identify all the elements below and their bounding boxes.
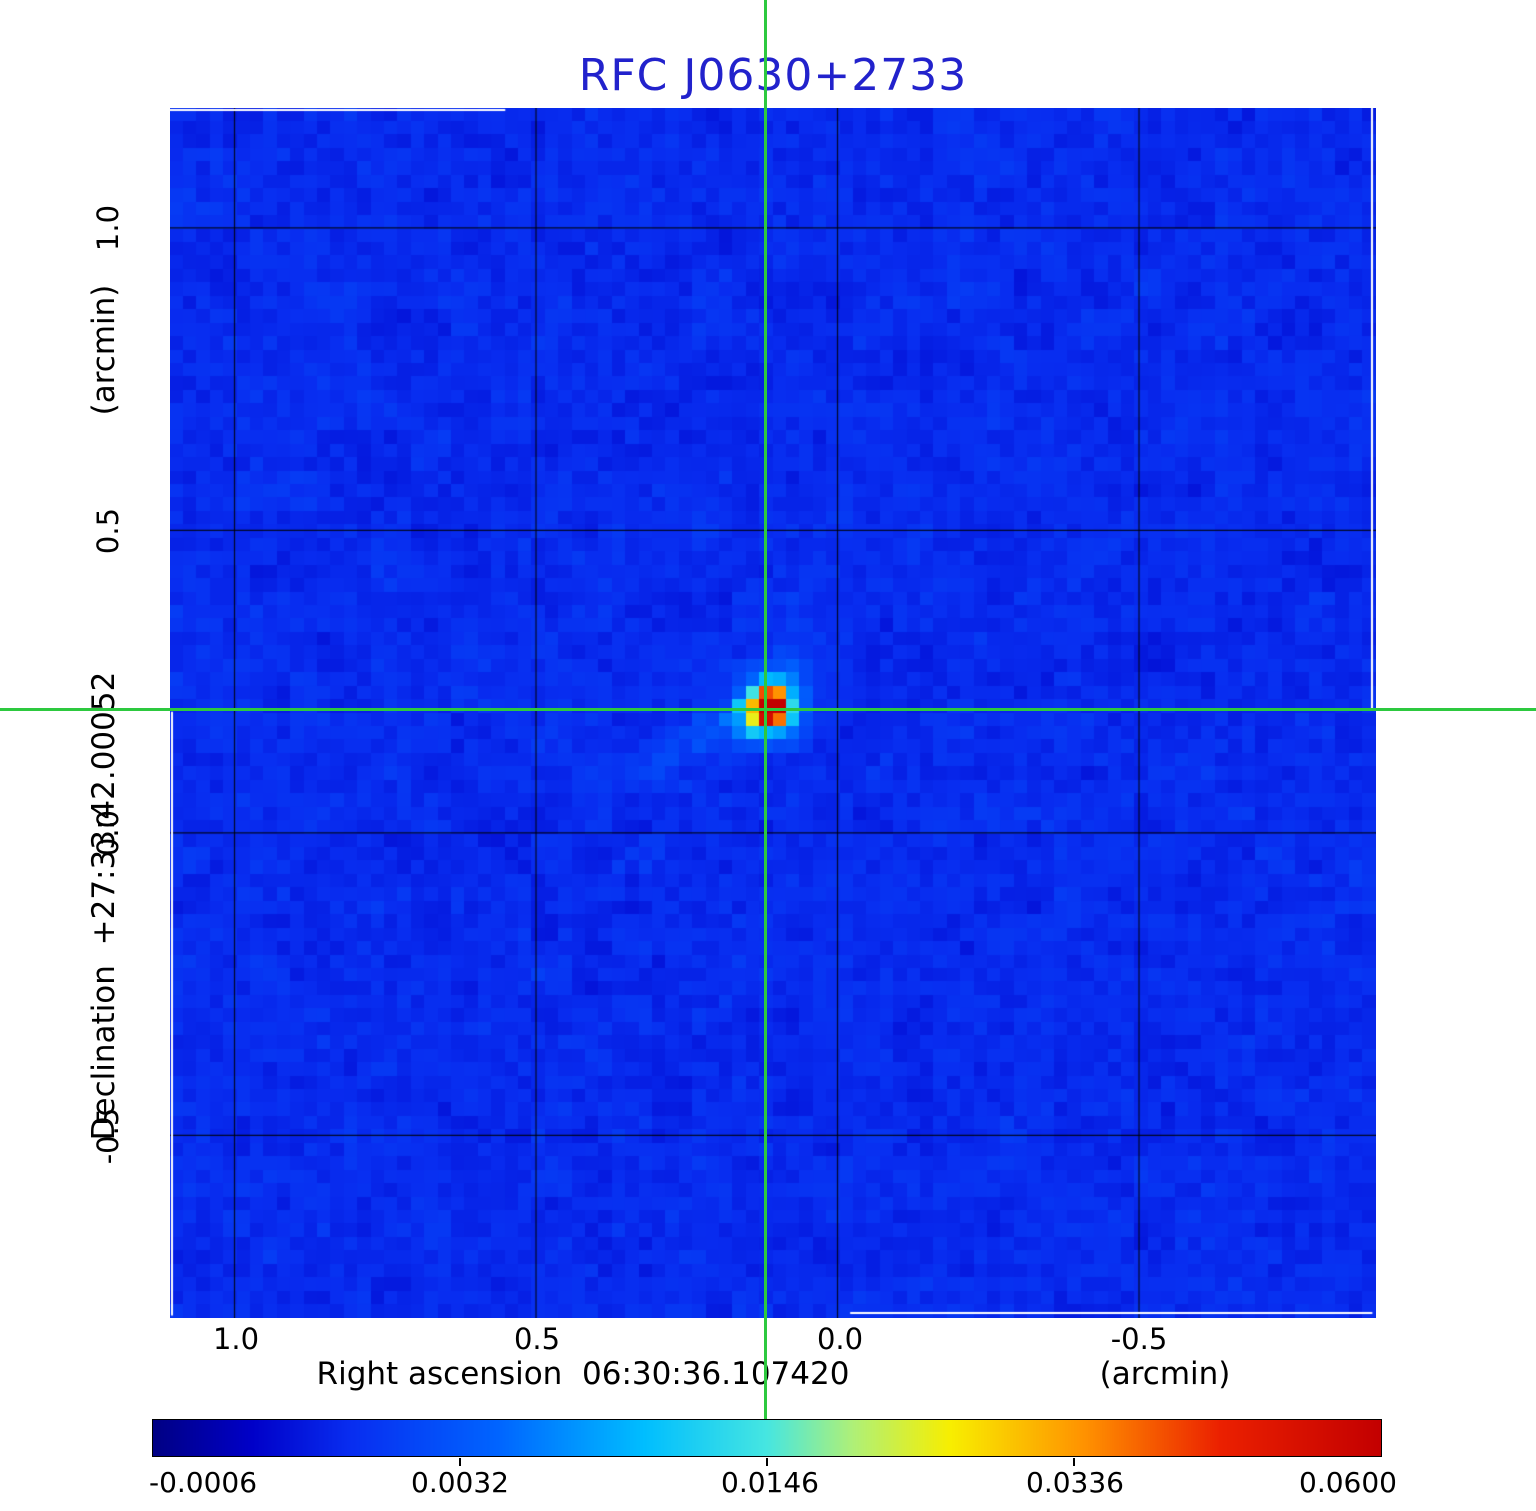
colorbar-tick (459, 1458, 461, 1466)
y-tick-label: 1.0 (91, 204, 125, 252)
x-axis-title: Right ascension 06:30:36.107420 (316, 1356, 850, 1392)
y-axis-title: Declination +27:33:42.00052 (86, 671, 122, 1141)
x-tick-label: -0.5 (1110, 1322, 1168, 1356)
colorbar-tick (766, 1458, 768, 1466)
colorbar-tick-label: 0.0600 (1299, 1466, 1397, 1499)
page-title: RFC J0630+2733 (578, 50, 968, 101)
colorbar (152, 1419, 1382, 1466)
sky-map-canvas (170, 108, 1376, 1318)
crosshair-horizontal-line (0, 708, 1536, 711)
colorbar-tick (1073, 1458, 1075, 1466)
crosshair-vertical-line (764, 0, 767, 1419)
x-tick-label: 1.0 (212, 1322, 260, 1356)
colorbar-tick-label: 0.0146 (721, 1466, 819, 1499)
x-tick-label: 0.0 (816, 1322, 864, 1356)
colorbar-tick-label: -0.0006 (148, 1466, 258, 1499)
x-axis-unit-label: (arcmin) (1099, 1356, 1231, 1392)
colorbar-tick-label: 0.0032 (411, 1466, 509, 1499)
colorbar-canvas (153, 1420, 1381, 1456)
colorbar-tick-label: 0.0336 (1026, 1466, 1124, 1499)
y-axis-unit-label: (arcmin) (86, 284, 122, 416)
y-tick-label: 0.5 (91, 507, 125, 555)
x-tick-label: 0.5 (513, 1322, 561, 1356)
